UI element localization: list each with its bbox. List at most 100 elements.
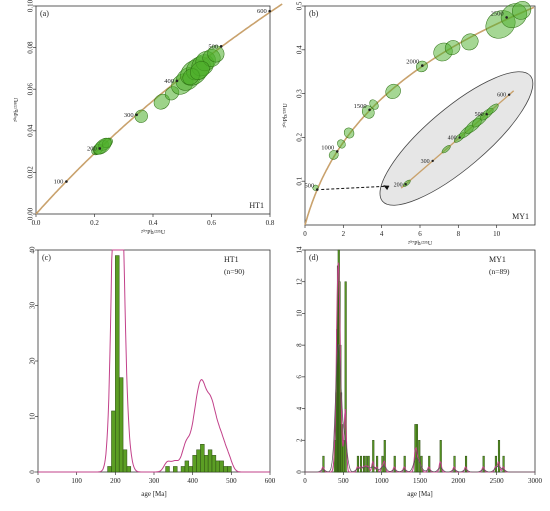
panel-b-y-tick-label: 0.2 (296, 133, 304, 142)
panel-c-bar (192, 455, 197, 473)
panel-b-inset-age-label: 200 (394, 182, 403, 188)
panel-a-age-marker (65, 180, 68, 183)
panel-d-y-tick-label: 8 (296, 343, 304, 347)
panel-c-y-tick-label: 0 (29, 470, 37, 474)
panel-d-y-tick-label: 2 (296, 438, 304, 442)
panel-b-age-label: 1000 (321, 144, 334, 151)
panel-d-bar (428, 455, 431, 473)
panel-a-age-label: 600 (257, 8, 267, 15)
panel-a-sample-label: HT1 (249, 201, 264, 210)
panel-a-y-tick-label: 0.00 (27, 207, 35, 220)
panel-b-inset-age-label: 600 (497, 93, 506, 99)
panel-b-age-marker (505, 16, 508, 19)
panel-d-bar (502, 455, 505, 473)
panel-c-bar (107, 466, 112, 473)
panel-a-age-marker (135, 113, 138, 117)
panel-c-y-tick-label: 30 (29, 302, 37, 310)
panel-c-x-tick-label: 100 (71, 477, 82, 485)
panel-b-ellipse (385, 83, 401, 99)
panel-b-age-label: 1500 (354, 103, 367, 110)
panel-a-ellipse (93, 137, 112, 155)
panel-b-age-marker (335, 150, 339, 153)
panel-d-bar (482, 455, 485, 473)
panel-b-ellipse (343, 127, 355, 139)
panel-d-bar (393, 455, 396, 473)
panel-c-x-tick-label: 200 (110, 477, 121, 485)
panel-c-sample-label: HT1 (224, 255, 239, 264)
panel-b-age-marker (421, 64, 424, 67)
panel-d-n-label: (n=89) (489, 267, 510, 276)
panel-a-y-tick-label: 0.06 (27, 83, 35, 96)
panel-c-bar (215, 460, 220, 473)
panel-d-bar (344, 281, 347, 473)
panel-c-x-tick-label: 600 (265, 477, 276, 485)
panel-a-x-tick-label: 0.4 (149, 219, 158, 227)
panel-d-bar (494, 455, 497, 473)
panel-c-x-tick-label: 0 (36, 477, 40, 485)
panel-d-bar (453, 455, 456, 473)
panel-d-x-tick-label: 500 (338, 477, 349, 485)
panel-d-bar (376, 455, 379, 473)
panel-d-bar (367, 455, 370, 473)
panel-a-y-axis-label: ²⁰⁶Pb/²³⁸U (13, 97, 20, 122)
panel-d-y-tick-label: 4 (296, 406, 304, 410)
panel-b-x-tick-label: 0 (303, 230, 307, 238)
panel-b-age-label: 2000 (406, 59, 419, 66)
panel-b-inset-age-marker (404, 183, 407, 186)
panel-d-y-tick-label: 14 (296, 246, 304, 254)
panel-b-y-axis-label: ²⁰⁶Pb/²³⁸U (282, 103, 289, 128)
panel-b-inset-age-marker (458, 136, 461, 139)
panel-b-y-tick-label: 0.3 (296, 89, 304, 98)
panel-a-age-label: 400 (164, 78, 174, 85)
panel-c-x-tick-label: 300 (149, 477, 160, 485)
panel-c-bar (122, 449, 128, 473)
panel-b-inset-age-label: 300 (421, 159, 430, 165)
panel-d-x-tick-label: 0 (303, 477, 307, 485)
panel-c-bar (180, 466, 186, 473)
panel-d-y-tick-label: 12 (296, 278, 304, 286)
panel-a-x-axis-label: ²⁰⁷Pb/²³⁵U (141, 229, 166, 236)
panel-d-x-tick-label: 2500 (490, 477, 505, 485)
panel-c-label: (c) (42, 253, 51, 262)
panel-b-ellipse (512, 1, 532, 20)
panel-c-y-tick-label: 40 (29, 246, 37, 254)
panel-a-age-marker (219, 45, 223, 48)
panel-a-age-label: 300 (124, 112, 134, 119)
panel-c-y-tick-label: 10 (29, 413, 37, 421)
panel-c-bar (115, 255, 120, 473)
panel-b-zoom-arrowhead (383, 185, 390, 191)
panel-c-bar (196, 449, 201, 473)
panel-a-x-tick-label: 0.2 (90, 219, 99, 227)
panel-c-x-axis-label: age [Ma] (141, 490, 166, 498)
panel-b-x-tick-label: 10 (493, 230, 501, 238)
panel-c-x-tick-label: 500 (226, 477, 237, 485)
panel-b-inset-age-marker (485, 112, 488, 116)
panel-a-ellipse (190, 61, 210, 80)
panel-c-bar (204, 455, 209, 473)
panel-a-y-tick-label: 0.08 (27, 41, 35, 54)
panel-a-age-label: 200 (87, 145, 97, 152)
panel-a-x-tick-label: 0.0 (32, 219, 41, 227)
panel-c-n-label: (n=90) (224, 267, 245, 276)
panel-c-bar (111, 410, 116, 473)
panel-a-x-tick-label: 0.6 (207, 219, 216, 227)
panel-d-sample-label: MY1 (489, 255, 506, 264)
panel-d-x-tick-label: 1500 (413, 477, 428, 485)
panel-c-kde-curve (38, 249, 270, 473)
panel-c-y-tick-label: 20 (29, 357, 37, 365)
panel-d-bar (363, 455, 366, 473)
panel-a-label: (a) (40, 9, 49, 18)
panel-b-age-label: 500 (305, 183, 315, 190)
panel-d-bar (372, 440, 375, 473)
panel-a-y-tick-label: 0.02 (27, 166, 35, 179)
panel-c-bar (200, 444, 205, 473)
panel-c-bar (227, 466, 232, 473)
panel-a-y-tick-label: 0.10 (27, 0, 35, 12)
panel-a-ellipse (134, 109, 148, 123)
panel-c-frame (37, 249, 271, 473)
panel-b-sample-label: MY1 (512, 212, 529, 221)
panel-b-ellipse (461, 33, 479, 51)
panel-c-bar (219, 460, 224, 473)
panel-c-bar (165, 466, 170, 473)
panel-d-bar (383, 440, 386, 473)
